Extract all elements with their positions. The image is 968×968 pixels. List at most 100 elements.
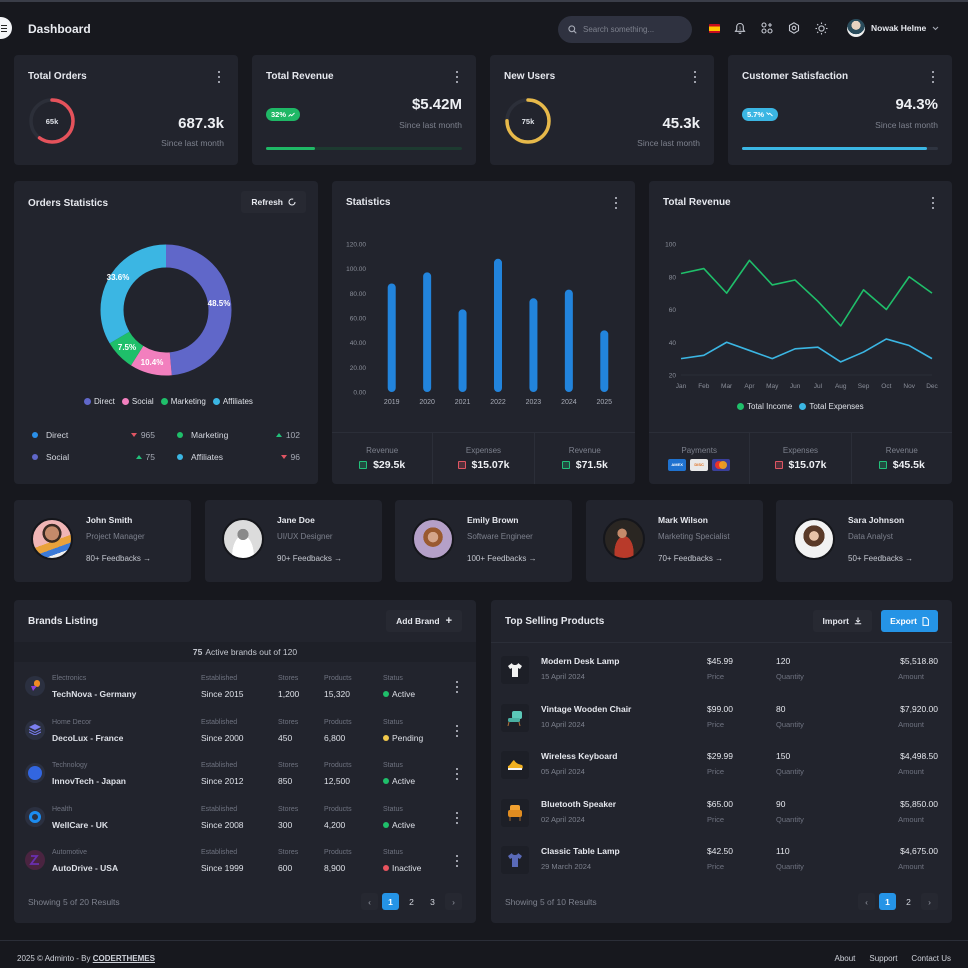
- product-name[interactable]: Modern Desk Lamp: [541, 656, 620, 666]
- established-value: Since 2000: [201, 732, 244, 743]
- more-options-icon[interactable]: [611, 197, 621, 209]
- page-3-button[interactable]: 3: [430, 896, 435, 907]
- search-box[interactable]: [558, 16, 692, 43]
- brand-name[interactable]: TechNova - Germany: [52, 689, 137, 699]
- prev-page-button[interactable]: ‹: [361, 893, 378, 910]
- brand-name[interactable]: DecoLux - France: [52, 732, 124, 743]
- more-options-icon[interactable]: [690, 71, 700, 83]
- product-name[interactable]: Vintage Wooden Chair: [541, 703, 632, 714]
- search-input[interactable]: [583, 25, 683, 34]
- feedbacks-link[interactable]: 70+ Feedbacks →: [658, 554, 724, 563]
- trend-up-icon: [135, 455, 142, 459]
- stores-label: Stores: [278, 718, 299, 726]
- brand-name[interactable]: InnovTech - Japan: [52, 776, 126, 786]
- top-selling-products-card: Top Selling Products Import Export Moder…: [491, 600, 952, 923]
- more-options-icon[interactable]: [214, 71, 224, 83]
- product-name[interactable]: Classic Table Lamp: [541, 846, 620, 856]
- summary-revenue: Revenue $45.5k: [852, 433, 952, 484]
- product-quantity: 80: [776, 703, 786, 714]
- svg-text:100.00: 100.00: [346, 266, 366, 273]
- legend-item-social[interactable]: Social: [121, 397, 154, 406]
- more-options-icon[interactable]: [928, 197, 938, 209]
- feedbacks-link[interactable]: 90+ Feedbacks →: [277, 554, 343, 563]
- trend-down-icon: [130, 433, 137, 437]
- row-actions-icon[interactable]: [452, 855, 462, 867]
- feedbacks-link[interactable]: 50+ Feedbacks →: [848, 554, 914, 563]
- orders-ring-chart: [29, 98, 75, 144]
- brand-name[interactable]: AutoDrive - USA: [52, 863, 119, 873]
- more-options-icon[interactable]: [928, 71, 938, 83]
- product-name[interactable]: Bluetooth Speaker: [541, 798, 617, 809]
- discover-card-icon: DISC: [690, 459, 709, 471]
- svg-text:80.00: 80.00: [350, 291, 367, 298]
- sun-icon[interactable]: [814, 21, 828, 35]
- product-name[interactable]: Wireless Keyboard: [541, 751, 618, 761]
- file-export-icon: [922, 616, 929, 626]
- support-link[interactable]: Support: [869, 954, 898, 963]
- product-amount: $5,850.00: [900, 798, 938, 809]
- row-actions-icon[interactable]: [452, 768, 462, 780]
- stat-card-total-orders: Total Orders 65k 687.3k Since last month: [14, 55, 238, 165]
- ring-label: 65k: [45, 116, 59, 126]
- bell-icon[interactable]: 1: [733, 21, 747, 35]
- next-page-button[interactable]: ›: [921, 893, 938, 910]
- page-1-button[interactable]: 1: [879, 893, 896, 910]
- page-2-button[interactable]: 2: [906, 896, 911, 907]
- chevron-down-icon: [932, 26, 939, 30]
- breakdown-social: Social 75: [32, 452, 155, 462]
- stat-title: Total Revenue: [266, 71, 334, 82]
- summary-revenue-2: Revenue $71.5k: [535, 433, 635, 484]
- brands-pagination: ‹ 1 2 3 ›: [361, 893, 462, 910]
- refresh-button[interactable]: Refresh: [241, 191, 306, 213]
- legend-item-marketing[interactable]: Marketing: [160, 397, 206, 406]
- row-actions-icon[interactable]: [452, 724, 462, 737]
- avatar: [793, 518, 835, 560]
- product-thumbnail: [501, 703, 529, 732]
- prev-page-button[interactable]: ‹: [858, 893, 875, 910]
- legend-item-affiliates[interactable]: Affiliates: [212, 397, 253, 406]
- page-1-button[interactable]: 1: [382, 893, 399, 910]
- about-link[interactable]: About: [834, 954, 856, 963]
- stat-title: Customer Satisfaction: [742, 71, 849, 82]
- export-button[interactable]: Export: [881, 610, 938, 632]
- add-brand-label: Add Brand: [396, 616, 440, 626]
- user-menu[interactable]: Nowak Helme: [847, 19, 939, 37]
- product-thumbnail: [501, 798, 529, 827]
- products-value: 6,800: [324, 732, 346, 743]
- contact-us-link[interactable]: Contact Us: [911, 954, 951, 963]
- legend-item-total-expenses[interactable]: Total Expenses: [799, 402, 864, 411]
- product-price: $65.00: [707, 798, 733, 809]
- feedbacks-link[interactable]: 80+ Feedbacks →: [86, 554, 152, 563]
- breakdown-affiliates: Affiliates 96: [177, 452, 300, 462]
- legend-item-direct[interactable]: Direct: [84, 397, 115, 406]
- apps-icon[interactable]: [760, 21, 774, 35]
- page-2-button[interactable]: 2: [409, 896, 414, 907]
- team-card-emily-brown: Emily Brown Software Engineer 100+ Feedb…: [395, 500, 572, 582]
- legend-item-total-income[interactable]: Total Income: [737, 402, 792, 411]
- more-options-icon[interactable]: [452, 71, 462, 83]
- spain-flag-icon[interactable]: [709, 24, 720, 33]
- gear-icon[interactable]: [787, 21, 801, 35]
- statistics-card: Statistics 0.00 20.00 40.00 60.00 80.00 100.0…: [332, 181, 635, 484]
- add-brand-button[interactable]: Add Brand +: [386, 610, 462, 632]
- row-actions-icon[interactable]: [452, 811, 462, 824]
- badge-value: 32%: [271, 110, 287, 119]
- check-square-icon: [561, 461, 570, 469]
- next-page-button[interactable]: ›: [445, 893, 462, 910]
- menu-toggle-button[interactable]: [0, 17, 12, 39]
- stat-card-total-revenue: Total Revenue 32% $5.42M Since last mont…: [252, 55, 476, 165]
- coderthemes-link[interactable]: CODERTHEMES: [92, 954, 155, 963]
- feedbacks-link[interactable]: 100+ Feedbacks →: [467, 554, 537, 563]
- product-date: 29 March 2024: [541, 862, 592, 871]
- stores-value: 1,200: [278, 689, 300, 699]
- row-actions-icon[interactable]: [452, 681, 462, 693]
- svg-text:May: May: [766, 383, 779, 390]
- trend-down-icon: [766, 112, 773, 117]
- products-pagination: ‹ 1 2 ›: [858, 893, 938, 910]
- total-revenue-card: Total Revenue 20 40 60 80 100 Jan Feb Mar Apr May…: [649, 181, 952, 484]
- brand-category: Automotive: [52, 849, 88, 856]
- import-button[interactable]: Import: [812, 610, 872, 632]
- product-quantity: 110: [776, 846, 790, 856]
- donut-legend: Direct Social Marketing Affiliates: [84, 397, 253, 406]
- brand-name[interactable]: WellCare - UK: [52, 819, 109, 830]
